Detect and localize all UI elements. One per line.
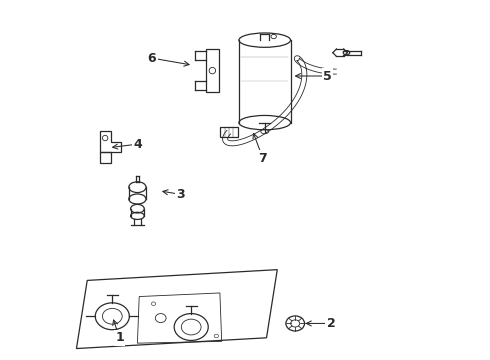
Text: 3: 3 [176, 188, 185, 201]
Text: 1: 1 [115, 331, 124, 344]
Text: 2: 2 [327, 317, 336, 330]
Text: 6: 6 [147, 51, 156, 64]
Text: 5: 5 [323, 69, 332, 82]
Text: 7: 7 [259, 152, 268, 165]
Text: 4: 4 [133, 138, 142, 150]
